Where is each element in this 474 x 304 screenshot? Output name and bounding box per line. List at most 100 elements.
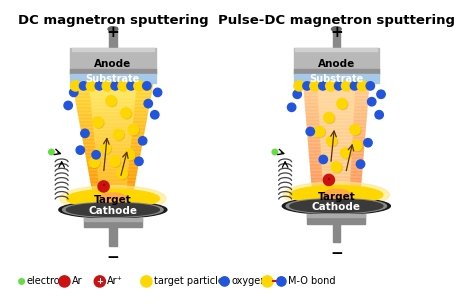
- Circle shape: [277, 277, 286, 286]
- Text: Ar: Ar: [72, 276, 82, 286]
- Circle shape: [102, 81, 112, 91]
- Polygon shape: [99, 175, 127, 179]
- Polygon shape: [75, 97, 150, 101]
- Circle shape: [315, 127, 326, 138]
- Polygon shape: [77, 108, 148, 111]
- Circle shape: [125, 150, 135, 160]
- Polygon shape: [321, 144, 352, 148]
- Text: •: •: [327, 177, 331, 183]
- Polygon shape: [308, 131, 365, 134]
- Polygon shape: [305, 104, 367, 107]
- Polygon shape: [312, 182, 361, 185]
- Circle shape: [272, 149, 278, 155]
- Circle shape: [367, 98, 376, 106]
- Polygon shape: [82, 133, 144, 136]
- Circle shape: [310, 81, 320, 91]
- Circle shape: [337, 98, 347, 109]
- Polygon shape: [84, 143, 142, 147]
- Circle shape: [377, 90, 385, 98]
- Circle shape: [59, 276, 70, 287]
- Polygon shape: [307, 127, 365, 131]
- Circle shape: [110, 157, 121, 168]
- Text: Anode: Anode: [318, 59, 355, 68]
- Ellipse shape: [66, 203, 159, 216]
- Polygon shape: [310, 165, 362, 168]
- Circle shape: [351, 126, 361, 136]
- Bar: [70, 69, 155, 74]
- Circle shape: [64, 101, 73, 110]
- Polygon shape: [304, 83, 369, 87]
- Bar: [72, 48, 154, 51]
- Polygon shape: [88, 164, 138, 168]
- Polygon shape: [319, 117, 353, 121]
- Bar: [295, 48, 377, 51]
- Circle shape: [128, 125, 138, 135]
- Ellipse shape: [290, 185, 383, 204]
- Circle shape: [118, 169, 128, 179]
- Polygon shape: [310, 158, 363, 162]
- Polygon shape: [91, 97, 135, 101]
- Polygon shape: [79, 115, 147, 119]
- Text: Pulse-DC magnetron sputtering: Pulse-DC magnetron sputtering: [218, 14, 455, 27]
- Polygon shape: [321, 151, 351, 155]
- Polygon shape: [305, 97, 368, 100]
- Bar: [333, 224, 340, 242]
- Circle shape: [364, 139, 372, 147]
- Circle shape: [350, 125, 360, 135]
- Text: Substrate: Substrate: [309, 74, 364, 85]
- Polygon shape: [320, 127, 353, 131]
- Text: Target: Target: [318, 192, 355, 202]
- Circle shape: [287, 103, 296, 112]
- Polygon shape: [85, 150, 140, 154]
- Polygon shape: [310, 162, 363, 165]
- Polygon shape: [320, 134, 352, 138]
- Ellipse shape: [59, 201, 167, 218]
- Polygon shape: [89, 168, 137, 171]
- Circle shape: [294, 81, 304, 91]
- Polygon shape: [318, 90, 355, 93]
- Circle shape: [101, 144, 111, 154]
- Polygon shape: [93, 119, 133, 122]
- Polygon shape: [74, 90, 152, 94]
- Polygon shape: [321, 138, 352, 141]
- Polygon shape: [320, 124, 353, 127]
- Polygon shape: [82, 129, 145, 133]
- Ellipse shape: [331, 27, 341, 31]
- Circle shape: [111, 82, 119, 90]
- Polygon shape: [305, 100, 367, 104]
- Circle shape: [138, 136, 147, 145]
- Polygon shape: [92, 186, 134, 189]
- Circle shape: [76, 146, 84, 154]
- Polygon shape: [87, 157, 139, 161]
- Circle shape: [94, 276, 105, 287]
- Polygon shape: [83, 140, 143, 143]
- Polygon shape: [98, 168, 128, 171]
- Circle shape: [151, 111, 159, 119]
- Circle shape: [89, 157, 100, 168]
- Circle shape: [340, 148, 351, 158]
- Circle shape: [326, 81, 336, 91]
- Text: Ar⁺: Ar⁺: [107, 276, 123, 286]
- Ellipse shape: [66, 189, 159, 208]
- Circle shape: [323, 174, 335, 185]
- Polygon shape: [310, 155, 363, 158]
- Circle shape: [350, 82, 359, 90]
- Polygon shape: [311, 172, 362, 175]
- Polygon shape: [322, 158, 351, 162]
- Polygon shape: [79, 119, 146, 122]
- Circle shape: [122, 109, 132, 119]
- Polygon shape: [92, 108, 134, 111]
- Circle shape: [79, 82, 88, 90]
- Circle shape: [303, 82, 311, 90]
- Polygon shape: [304, 90, 368, 93]
- Polygon shape: [307, 121, 366, 124]
- Ellipse shape: [60, 185, 166, 212]
- Circle shape: [352, 140, 362, 150]
- Bar: [84, 218, 142, 227]
- Text: −: −: [330, 246, 343, 261]
- Polygon shape: [98, 171, 128, 175]
- Bar: [308, 214, 365, 217]
- Circle shape: [81, 129, 89, 138]
- Polygon shape: [322, 162, 351, 165]
- Circle shape: [129, 126, 139, 136]
